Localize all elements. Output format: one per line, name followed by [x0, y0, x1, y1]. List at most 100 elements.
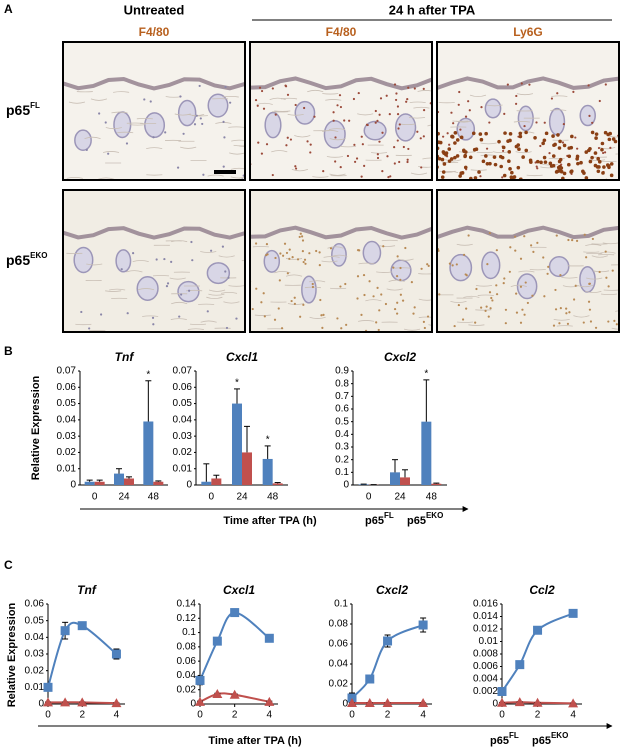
cell — [478, 132, 483, 136]
cell — [258, 86, 262, 89]
y-tick-label: 0.9 — [335, 366, 349, 377]
fiber — [329, 173, 346, 176]
cell — [143, 98, 146, 101]
cell — [178, 315, 181, 318]
cell — [412, 312, 415, 315]
cell — [584, 176, 589, 180]
cell — [188, 289, 191, 292]
cell — [464, 115, 468, 118]
fiber — [102, 151, 120, 153]
fiber — [200, 320, 217, 323]
cell — [306, 140, 309, 143]
series-line — [501, 612, 574, 693]
cell — [465, 307, 468, 310]
cell — [262, 107, 266, 110]
cell — [260, 152, 264, 155]
fiber — [403, 328, 421, 331]
x-tick-label: 4 — [420, 710, 426, 721]
bar — [421, 421, 432, 485]
fiber — [456, 243, 473, 246]
y-tick-label: 0 — [492, 699, 498, 710]
cell — [322, 170, 325, 173]
fiber — [417, 90, 432, 92]
fiber — [599, 147, 616, 150]
cell — [590, 130, 595, 135]
y-tick-label: 0.07 — [173, 366, 193, 377]
cell — [385, 94, 388, 97]
cell — [501, 176, 504, 179]
cell — [285, 144, 288, 147]
cell — [502, 173, 507, 178]
cell — [450, 111, 453, 114]
cell — [542, 256, 545, 259]
cell — [523, 235, 526, 238]
cell — [406, 98, 409, 101]
cell — [222, 165, 225, 168]
fiber — [327, 246, 344, 249]
y-tick-label: 0.5 — [335, 416, 349, 427]
marker — [497, 687, 507, 696]
cell — [315, 249, 318, 253]
marker — [418, 698, 429, 707]
follicle — [449, 253, 473, 282]
fiber — [222, 95, 239, 98]
cell — [354, 160, 357, 163]
frame — [436, 41, 620, 181]
marker — [60, 626, 70, 636]
cell — [460, 171, 465, 175]
cell — [602, 165, 606, 169]
cell — [352, 97, 356, 101]
y-tick-label: 0.04 — [57, 414, 77, 425]
cell — [485, 305, 488, 308]
cell — [481, 159, 486, 164]
cell — [543, 121, 546, 124]
cell — [294, 167, 298, 170]
cell — [519, 257, 523, 260]
cell — [495, 284, 498, 287]
cell — [308, 252, 311, 255]
cell — [191, 259, 194, 262]
cell — [377, 328, 380, 332]
fiber — [230, 167, 245, 170]
cell — [569, 145, 574, 150]
cell — [353, 143, 356, 146]
series-line — [351, 624, 424, 699]
series-line — [501, 701, 574, 705]
cell — [588, 282, 591, 285]
cell — [450, 134, 455, 139]
cell — [356, 275, 360, 278]
cell — [585, 256, 588, 259]
fiber — [171, 240, 188, 243]
cell — [254, 98, 258, 102]
follicle — [548, 107, 566, 136]
cell — [294, 165, 297, 168]
cell — [463, 153, 468, 158]
cell — [132, 251, 135, 255]
treated-header: 24 h after TPA — [389, 2, 476, 17]
fiber — [543, 183, 559, 184]
cell — [588, 308, 592, 311]
cell — [597, 160, 602, 164]
cell — [180, 293, 183, 296]
cell — [126, 312, 129, 315]
cell — [524, 148, 529, 153]
fiber — [550, 109, 567, 111]
cell — [254, 242, 258, 245]
cell — [343, 119, 346, 122]
fiber — [105, 290, 122, 292]
y-tick-label: 0.02 — [25, 665, 45, 676]
cell — [280, 327, 284, 330]
cell — [567, 162, 571, 167]
cell — [600, 141, 605, 146]
cell — [558, 139, 562, 144]
cell — [378, 309, 381, 312]
fiber — [360, 182, 376, 183]
y-tick-label: 0.1 — [182, 627, 196, 638]
cell — [542, 138, 547, 143]
fiber — [285, 258, 303, 260]
marker — [514, 697, 525, 707]
y-tick-label: 0.016 — [473, 599, 498, 610]
fiber — [599, 251, 616, 254]
label: p65EKO — [407, 511, 443, 527]
micrograph — [436, 41, 620, 184]
